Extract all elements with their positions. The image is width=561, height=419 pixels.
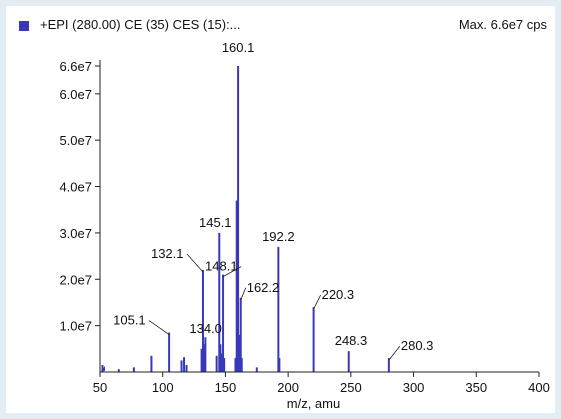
x-tick-label: 100: [152, 380, 174, 395]
x-tick-label: 400: [528, 380, 550, 395]
y-tick-label: 3.0e7: [59, 226, 92, 241]
x-tick-label: 200: [277, 380, 299, 395]
x-tick-label: 150: [215, 380, 237, 395]
legend-swatch-icon: [19, 21, 29, 31]
peak-label-leader: [313, 294, 321, 310]
peak-label: 248.3: [335, 333, 368, 348]
x-tick-label: 50: [93, 380, 107, 395]
spectrum-chart: 50 100 150 200 250 300 350 400 1.0e7 2.0e7 3.0e7 4.…: [59, 40, 550, 411]
chart-header: +EPI (280.00) CE (35) CES (15):... Max. …: [6, 6, 555, 46]
peak-label: 192.2: [262, 229, 295, 244]
max-intensity-text: Max. 6.6e7 cps: [458, 17, 547, 32]
x-tick-label: 250: [340, 380, 362, 395]
peak-label: 145.1: [199, 215, 232, 230]
peak-label: 132.1: [151, 246, 184, 261]
peak-label: 280.3: [401, 338, 434, 353]
peak-label-leader: [222, 266, 242, 277]
peak-label: 148.1: [205, 259, 238, 274]
peak-label: 105.1: [113, 313, 146, 328]
y-tick-label: 4.0e7: [59, 180, 92, 195]
peak-label-leader: [388, 345, 401, 361]
y-tick-label: 6.6e7: [59, 59, 92, 74]
y-tick-label: 1.0e7: [59, 319, 92, 334]
peak-label: 220.3: [322, 287, 355, 302]
peak-label: 160.1: [222, 40, 255, 55]
x-axis-title: m/z, amu: [287, 396, 340, 411]
peak-label-leader: [148, 320, 170, 335]
peak-label: 134.0: [189, 321, 222, 336]
x-tick-label: 350: [465, 380, 487, 395]
peak-label-leader: [186, 253, 204, 273]
chart-frame: +EPI (280.00) CE (35) CES (15):... Max. …: [6, 6, 555, 413]
y-tick-label: 5.0e7: [59, 133, 92, 148]
peak-label: 162.2: [247, 280, 280, 295]
legend-text: +EPI (280.00) CE (35) CES (15):...: [40, 17, 241, 32]
x-tick-label: 300: [403, 380, 425, 395]
y-tick-label: 6.0e7: [59, 87, 92, 102]
y-tick-label: 2.0e7: [59, 272, 92, 287]
peak-label-leader: [240, 287, 247, 300]
